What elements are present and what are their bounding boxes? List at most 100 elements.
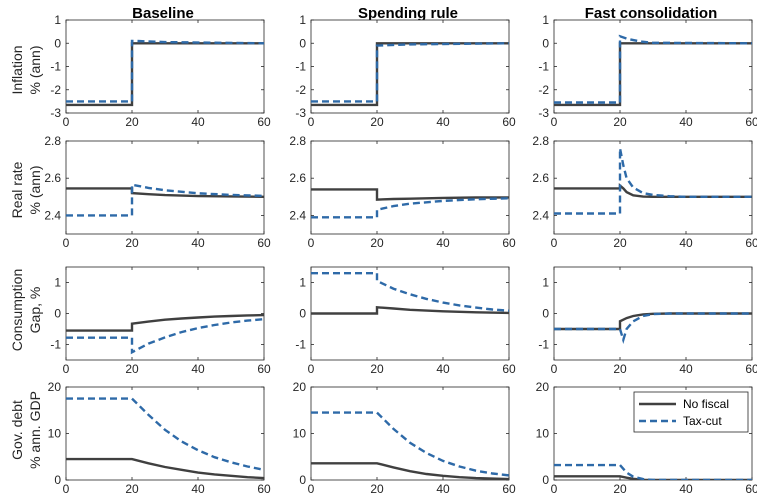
x-tick-label: 0 <box>63 236 70 250</box>
series-no-fiscal-line <box>554 312 752 331</box>
axes-box <box>310 140 510 235</box>
y-tick-label: 20 <box>48 380 62 394</box>
panel-r1-c1: 0 20 40 60 2.4 2.6 2.8 <box>289 134 516 250</box>
series-no-fiscal-line <box>554 475 752 480</box>
panel-r3-c0: 0 20 40 60 0 10 20 <box>48 380 271 495</box>
x-tick-label: 0 <box>551 236 558 250</box>
x-tick-label: 40 <box>679 482 693 495</box>
series-no-fiscal-line <box>66 457 264 480</box>
y-tick-label: -3 <box>538 106 549 120</box>
panel-r1-c0: 0 20 40 60 2.4 2.6 2.8 <box>44 134 271 250</box>
x-tick-label: 60 <box>745 236 757 250</box>
y-tick-label: -1 <box>50 338 61 352</box>
series-tax-cut-line <box>66 317 264 355</box>
x-tick-label: 60 <box>745 482 757 495</box>
panel-r0-c1: 0 20 40 60 -3 -2 -1 0 1 <box>295 13 516 129</box>
row-label-consumption-line1: Consumption <box>9 269 25 352</box>
series-no-fiscal-line <box>311 462 509 480</box>
series-tax-cut-line <box>554 463 752 480</box>
y-tick-label: 2.8 <box>44 134 61 148</box>
x-tick-label: 60 <box>257 362 271 376</box>
x-tick-label: 40 <box>191 362 205 376</box>
x-tick-label: 20 <box>125 115 139 129</box>
series-tax-cut-line <box>554 34 752 104</box>
x-tick-label: 60 <box>502 362 516 376</box>
x-tick-label: 60 <box>257 482 271 495</box>
axes-box <box>65 19 265 114</box>
x-tick-label: 20 <box>370 482 384 495</box>
y-tick-label: 2.6 <box>44 171 61 185</box>
x-tick-label: 20 <box>125 482 139 495</box>
row-label-inflation-line2: % (ann) <box>27 45 43 94</box>
panel-r2-c1: 0 20 40 60-101 <box>295 266 516 376</box>
y-tick-label: 0 <box>54 36 61 50</box>
axes-box <box>65 386 265 481</box>
y-tick-label: 0 <box>299 36 306 50</box>
x-tick-label: 60 <box>502 482 516 495</box>
legend-label-tax-cut: Tax-cut <box>683 414 722 428</box>
y-tick-label: -2 <box>538 83 549 97</box>
y-tick-label: -3 <box>50 106 61 120</box>
row-label-inflation-line1: Inflation <box>9 45 25 94</box>
y-tick-label: -1 <box>538 60 549 74</box>
x-tick-label: 20 <box>613 115 627 129</box>
row-label-real-rate-line1: Real rate <box>9 161 25 218</box>
column-titles: Baseline Spending rule Fast consolidatio… <box>132 5 717 22</box>
y-tick-label: 1 <box>299 13 306 27</box>
axes-box <box>310 19 510 114</box>
y-tick-label: 2.8 <box>289 134 306 148</box>
row-label-gov-debt-line1: Gov. debt <box>9 400 25 460</box>
series-tax-cut-line <box>311 272 509 312</box>
column-title-spending-rule: Spending rule <box>358 5 458 22</box>
x-tick-label: 60 <box>502 236 516 250</box>
y-tick-label: -1 <box>538 338 549 352</box>
y-tick-label: 0 <box>54 307 61 321</box>
x-tick-label: 60 <box>257 115 271 129</box>
y-tick-label: 2.8 <box>532 134 549 148</box>
panel-r0-c2: 0 20 40 60 -3 -2 -1 0 1 <box>538 13 757 129</box>
legend-box <box>633 391 749 433</box>
x-tick-label: 20 <box>125 362 139 376</box>
x-tick-label: 20 <box>370 236 384 250</box>
row-labels: Inflation % (ann) Real rate % (ann) Cons… <box>9 45 43 468</box>
x-tick-label: 40 <box>679 362 693 376</box>
y-tick-label: 1 <box>299 276 306 290</box>
column-title-fast-consolidation: Fast consolidation <box>585 5 718 22</box>
series-no-fiscal-line <box>311 188 509 201</box>
y-tick-label: 2.4 <box>44 208 61 222</box>
x-tick-label: 0 <box>308 362 315 376</box>
y-tick-label: -2 <box>295 83 306 97</box>
x-tick-label: 0 <box>551 362 558 376</box>
y-tick-label: 0 <box>542 307 549 321</box>
x-tick-label: 0 <box>551 115 558 129</box>
series-no-fiscal-line <box>66 313 264 332</box>
series-tax-cut-line <box>66 39 264 103</box>
y-tick-label: -3 <box>295 106 306 120</box>
y-tick-label: -1 <box>50 60 61 74</box>
panel-r0-c0: 0 20 40 60 -3 -2 -1 0 1 <box>50 13 271 129</box>
legend-label-no-fiscal: No fiscal <box>683 397 729 411</box>
y-tick-label: 0 <box>299 473 306 487</box>
y-tick-label: 1 <box>54 276 61 290</box>
x-tick-label: 60 <box>745 115 757 129</box>
panel-r3-c2: 0 20 40 60 0 10 20 No fiscal Tax-cut <box>536 380 757 495</box>
x-tick-label: 60 <box>502 115 516 129</box>
x-tick-label: 20 <box>613 236 627 250</box>
panel-r3-c1: 0 20 40 60 0 10 20 <box>293 380 516 495</box>
x-tick-label: 0 <box>63 362 70 376</box>
x-tick-label: 20 <box>613 362 627 376</box>
series-tax-cut-line <box>66 397 264 471</box>
x-tick-label: 0 <box>308 236 315 250</box>
x-tick-label: 40 <box>436 115 450 129</box>
y-tick-label: 0 <box>542 473 549 487</box>
y-tick-label: 10 <box>48 427 62 441</box>
x-tick-label: 40 <box>191 115 205 129</box>
y-tick-label: 0 <box>542 36 549 50</box>
y-tick-label: 2.4 <box>289 208 306 222</box>
x-tick-label: 40 <box>679 236 693 250</box>
row-label-real-rate-line2: % (ann) <box>27 165 43 214</box>
panel-r1-c2: 0 20 40 60 2.4 2.6 2.8 <box>532 134 757 250</box>
y-tick-label: 0 <box>299 307 306 321</box>
y-tick-label: 2.6 <box>289 171 306 185</box>
